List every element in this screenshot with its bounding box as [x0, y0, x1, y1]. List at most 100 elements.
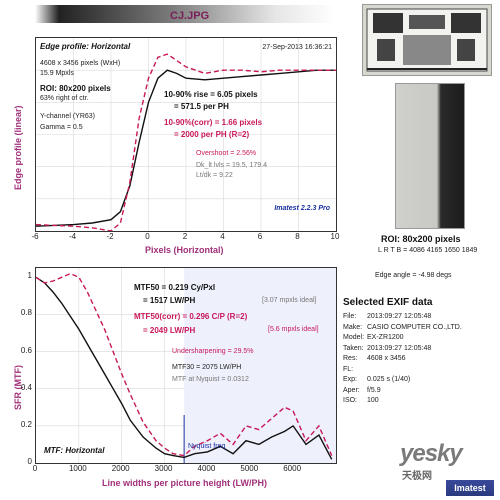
exif-key: Exp: — [343, 376, 358, 383]
mtf-yticks: 0 0.2 0.4 0.6 0.8 1 — [18, 267, 34, 466]
rise-line-1: 10-90% rise = 6.05 pixels — [164, 90, 258, 99]
mtf30-text: MTF30 = 2075 LW/PH — [172, 364, 242, 371]
exif-row: ISO: 100 — [343, 397, 493, 408]
mtf-xtick-5: 5000 — [240, 464, 259, 473]
roi-image — [395, 83, 465, 229]
mtf-ytick-1: 0.2 — [20, 419, 32, 429]
exif-row: Make: CASIO COMPUTER CO.,LTD. — [343, 324, 493, 335]
edge-xtick-4: 2 — [182, 232, 188, 241]
exif-row: Taken: 2013:09:27 12:05:48 — [343, 345, 493, 356]
watermark-sub: 天极网 — [402, 471, 432, 482]
mtf-xtick-6: 6000 — [283, 464, 302, 473]
mtf-xtick-2: 2000 — [111, 464, 130, 473]
info-line-1: 4608 x 3456 pixels (WxH) — [40, 60, 121, 67]
mtf-xtick-0: 0 — [32, 464, 38, 473]
exif-key: FL: — [343, 365, 354, 373]
file-title: CJ.JPG — [170, 10, 210, 22]
mtf50-ideal: [3.07 mpxls ideal] — [262, 297, 317, 304]
edge-xlabel: Pixels (Horizontal) — [145, 245, 224, 255]
mtf-chart — [36, 268, 336, 463]
test-chart-image — [366, 8, 488, 72]
gamma-text: Gamma = 0.5 — [40, 124, 83, 131]
lrtb-text: L R T B = 4086 4165 1650 1849 — [378, 247, 478, 254]
exif-key: Taken: — [343, 344, 364, 352]
mtf-ytick-5: 1 — [27, 271, 32, 281]
exif-key: Model: — [343, 334, 365, 341]
exif-key: ISO: — [343, 397, 358, 404]
ratio-text: Lt/dk = 9.22 — [196, 172, 233, 179]
exif-list: File: 2013:09:27 12:05:48 Make: CASIO COMPU… — [343, 313, 493, 408]
exif-key: Res: — [343, 355, 358, 362]
mtf50-corr-ideal: [5.6 mpxls ideal] — [268, 326, 319, 333]
mtf-xtick-4: 4000 — [197, 464, 216, 473]
mtf-plot: MTF50 = 0.219 Cy/Pxl = 1517 LW/PH [3.07 … — [35, 267, 337, 464]
exif-value: 2013:09:27 12:05:48 — [367, 313, 432, 320]
exif-row: Aper: f/5.9 — [343, 387, 493, 398]
exif-row: FL: — [343, 366, 493, 377]
levels-text: Dk_lt lvls = 19.5, 179.4 — [196, 162, 268, 169]
edge-profile-chart — [36, 38, 336, 231]
roi-label: ROI: 80x200 pixels — [381, 234, 461, 244]
exif-value: 0.025 s (1/40) — [367, 376, 411, 383]
mtf-series-1 — [36, 272, 333, 457]
exif-value: f/5.9 — [367, 386, 381, 394]
edge-xtick-1: -4 — [68, 232, 77, 241]
exif-row: Model: EX-ZR1200 — [343, 334, 493, 345]
exif-row: Exp: 0.025 s (1/40) — [343, 376, 493, 387]
edge-xtick-3: 0 — [145, 232, 150, 241]
exif-row: Res: 4608 x 3456 — [343, 355, 493, 366]
undersharp-text: Undersharpening = 29.5% — [172, 348, 254, 355]
edge-series-0 — [36, 69, 336, 227]
mtf50-corr-line-1: MTF50(corr) = 0.296 C/P (R=2) — [134, 312, 248, 321]
exif-value: 4608 x 3456 — [367, 355, 406, 362]
mtf-xlabel: Line widths per picture height (LW/PH) — [102, 478, 268, 488]
edge-xtick-6: 6 — [257, 232, 263, 241]
corr-line-2: = 2000 per PH (R=2) — [174, 130, 250, 139]
mtf-xtick-3: 3000 — [154, 464, 173, 473]
exif-row: File: 2013:09:27 12:05:48 — [343, 313, 493, 324]
nyquist-region — [184, 268, 336, 463]
mtf-series-0 — [36, 276, 333, 460]
edge-angle-text: Edge angle = -4.98 degs — [375, 272, 452, 279]
exif-value: 100 — [367, 397, 379, 404]
version-text: Imatest 2.2.3 Pro — [274, 205, 330, 212]
roi-percent: 63% right of ctr. — [40, 95, 89, 102]
edge-profile-plot: Edge profile: Horizontal 27-Sep-2013 16:… — [35, 37, 337, 232]
edge-heading: Edge profile: Horizontal — [40, 42, 131, 51]
mtf50-line-2: = 1517 LW/PH — [143, 296, 196, 305]
exif-value: 2013:09:27 12:05:48 — [367, 344, 432, 352]
mtf50-corr-line-2: = 2049 LW/PH — [143, 326, 196, 335]
edge-series-1 — [36, 53, 336, 231]
mtf-ytick-3: 0.6 — [20, 345, 32, 355]
exif-key: File: — [343, 313, 357, 320]
edge-xtick-7: 8 — [295, 232, 300, 241]
edge-xtick-2: -2 — [106, 232, 114, 241]
roi-text: ROI: 80x200 pixels — [40, 84, 111, 93]
gray-gradient-bar — [35, 5, 335, 23]
mtf-xtick-1: 1000 — [68, 464, 87, 473]
edge-date: 27-Sep-2013 16:36:21 — [262, 44, 332, 51]
exif-value: EX-ZR1200 — [367, 334, 404, 341]
exif-title: Selected EXIF data — [343, 297, 433, 308]
watermark: yesky — [400, 440, 463, 467]
edge-xticks: -6 -4 -2 0 2 4 6 8 10 — [31, 232, 339, 244]
rise-line-2: = 571.5 per PH — [174, 102, 229, 111]
mtf-ytick-0: 0 — [27, 457, 32, 466]
channel-text: Y-channel (YR63) — [40, 113, 95, 120]
mtf-title: MTF: Horizontal — [44, 446, 105, 455]
exif-key: Aper: — [343, 386, 360, 394]
mtf-ytick-4: 0.8 — [20, 308, 32, 318]
imatest-logo: Imatest — [446, 480, 494, 496]
mtf-ytick-2: 0.4 — [20, 382, 32, 392]
edge-xtick-8: 10 — [330, 232, 340, 241]
nyquist-value-text: MTF at Nyquist = 0.0312 — [172, 376, 249, 383]
overshoot-text: Overshoot = 2.56% — [196, 150, 257, 157]
chart-thumbnail — [362, 4, 492, 76]
exif-key: Make: — [343, 323, 363, 331]
edge-xtick-5: 4 — [220, 232, 225, 241]
nyquist-label: Nyquist freq — [188, 443, 226, 450]
edge-xtick-0: -6 — [31, 232, 39, 241]
exif-value: CASIO COMPUTER CO.,LTD. — [367, 323, 462, 331]
edge-ylabel: Edge profile (linear) — [13, 105, 23, 190]
info-line-2: 15.9 Mpxls — [40, 70, 74, 77]
